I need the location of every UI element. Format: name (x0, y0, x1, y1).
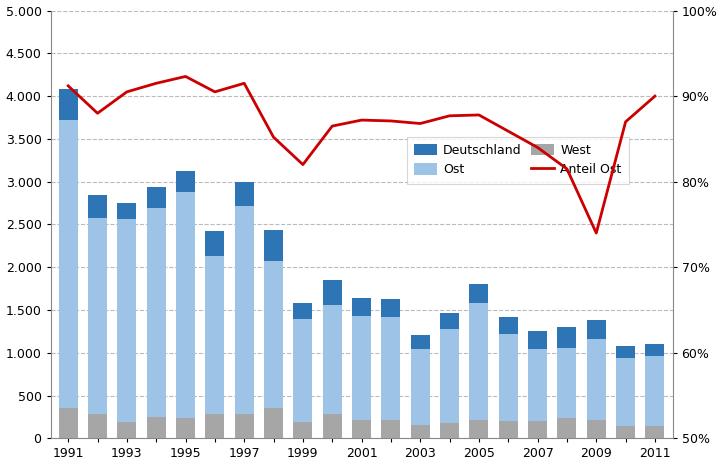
Bar (205, 231, 224, 439)
Bar (381, 317, 401, 439)
Anteil Ost (122, 89, 131, 95)
Bar (499, 421, 518, 439)
Anteil Ost (328, 123, 337, 129)
Bar (117, 203, 137, 439)
Bar (264, 231, 283, 439)
Anteil Ost (562, 166, 571, 171)
Bar (205, 256, 224, 439)
Bar (381, 299, 401, 439)
Bar (469, 284, 489, 439)
Bar (294, 422, 312, 439)
Anteil Ost (621, 119, 630, 124)
Anteil Ost (445, 113, 454, 119)
Bar (176, 171, 195, 439)
Bar (528, 349, 547, 439)
Bar (499, 334, 518, 439)
Bar (147, 187, 166, 439)
Bar (557, 418, 576, 439)
Anteil Ost (416, 121, 424, 126)
Bar (587, 320, 606, 439)
Anteil Ost (269, 134, 278, 140)
Bar (88, 194, 107, 439)
Bar (616, 358, 635, 439)
Anteil Ost (592, 230, 601, 236)
Bar (264, 261, 283, 439)
Bar (352, 420, 371, 439)
Anteil Ost (651, 93, 659, 99)
Bar (528, 331, 547, 439)
Anteil Ost (534, 144, 542, 150)
Bar (616, 346, 635, 439)
Bar (264, 408, 283, 439)
Bar (411, 349, 429, 439)
Anteil Ost (299, 162, 307, 167)
Bar (646, 426, 664, 439)
Bar (117, 422, 137, 439)
Legend: Deutschland, Ost, West, Anteil Ost: Deutschland, Ost, West, Anteil Ost (406, 137, 629, 184)
Anteil Ost (240, 81, 249, 86)
Bar (469, 303, 489, 439)
Bar (440, 329, 459, 439)
Bar (499, 317, 518, 439)
Anteil Ost (387, 118, 395, 124)
Bar (235, 182, 254, 439)
Bar (411, 425, 429, 439)
Bar (440, 423, 459, 439)
Anteil Ost (93, 110, 102, 116)
Bar (322, 305, 342, 439)
Anteil Ost (474, 112, 483, 118)
Bar (59, 89, 77, 439)
Bar (352, 298, 371, 439)
Bar (59, 408, 77, 439)
Bar (294, 303, 312, 439)
Bar (557, 348, 576, 439)
Anteil Ost (152, 81, 161, 86)
Bar (147, 417, 166, 439)
Bar (235, 414, 254, 439)
Anteil Ost (64, 83, 72, 89)
Anteil Ost (210, 89, 219, 95)
Bar (528, 421, 547, 439)
Bar (176, 418, 195, 439)
Bar (440, 314, 459, 439)
Bar (411, 335, 429, 439)
Bar (646, 344, 664, 439)
Bar (557, 327, 576, 439)
Bar (88, 219, 107, 439)
Bar (587, 419, 606, 439)
Bar (205, 414, 224, 439)
Bar (322, 414, 342, 439)
Bar (322, 280, 342, 439)
Bar (469, 419, 489, 439)
Line: Anteil Ost: Anteil Ost (68, 76, 655, 233)
Bar (235, 206, 254, 439)
Bar (88, 414, 107, 439)
Bar (381, 420, 401, 439)
Anteil Ost (504, 129, 513, 134)
Bar (59, 120, 77, 439)
Anteil Ost (181, 74, 190, 79)
Bar (117, 219, 137, 439)
Bar (352, 316, 371, 439)
Bar (587, 339, 606, 439)
Bar (616, 426, 635, 439)
Bar (147, 208, 166, 439)
Bar (294, 320, 312, 439)
Bar (176, 192, 195, 439)
Bar (646, 356, 664, 439)
Anteil Ost (357, 117, 366, 123)
